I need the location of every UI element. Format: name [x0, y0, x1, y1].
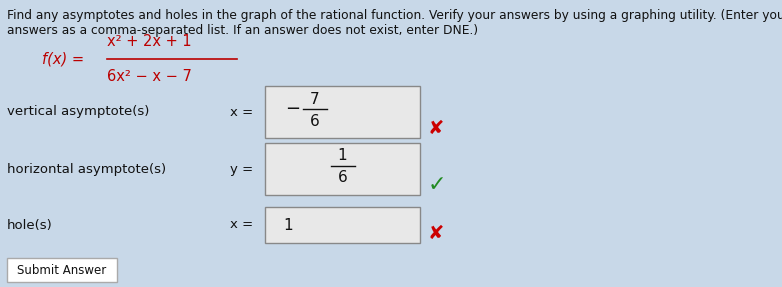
Bar	[265, 143, 420, 195]
Text: 1: 1	[283, 218, 292, 232]
Text: vertical asymptote(s): vertical asymptote(s)	[7, 106, 149, 119]
Text: x² + 2x + 1: x² + 2x + 1	[107, 34, 192, 49]
Text: x =: x =	[230, 218, 253, 232]
Text: Submit Answer: Submit Answer	[17, 263, 106, 276]
Text: 6x² − x − 7: 6x² − x − 7	[107, 69, 192, 84]
Text: y =: y =	[230, 162, 253, 175]
Text: ✘: ✘	[428, 119, 444, 138]
Text: x =: x =	[230, 106, 253, 119]
Text: −: −	[285, 100, 300, 118]
Text: answers as a comma-separated list. If an answer does not exist, enter DNE.): answers as a comma-separated list. If an…	[7, 24, 478, 37]
Bar	[265, 86, 420, 138]
Text: 6: 6	[338, 170, 347, 185]
Text: Find any asymptotes and holes in the graph of the rational function. Verify your: Find any asymptotes and holes in the gra…	[7, 9, 782, 22]
Text: f(x) =: f(x) =	[42, 51, 84, 67]
Text: horizontal asymptote(s): horizontal asymptote(s)	[7, 162, 166, 175]
Bar	[265, 207, 420, 243]
Bar	[7, 258, 117, 282]
Text: hole(s): hole(s)	[7, 218, 52, 232]
Text: ✘: ✘	[428, 224, 444, 243]
Text: 1: 1	[338, 148, 347, 164]
Text: 7: 7	[310, 92, 320, 106]
Text: ✓: ✓	[428, 175, 447, 195]
Text: 6: 6	[310, 113, 320, 129]
